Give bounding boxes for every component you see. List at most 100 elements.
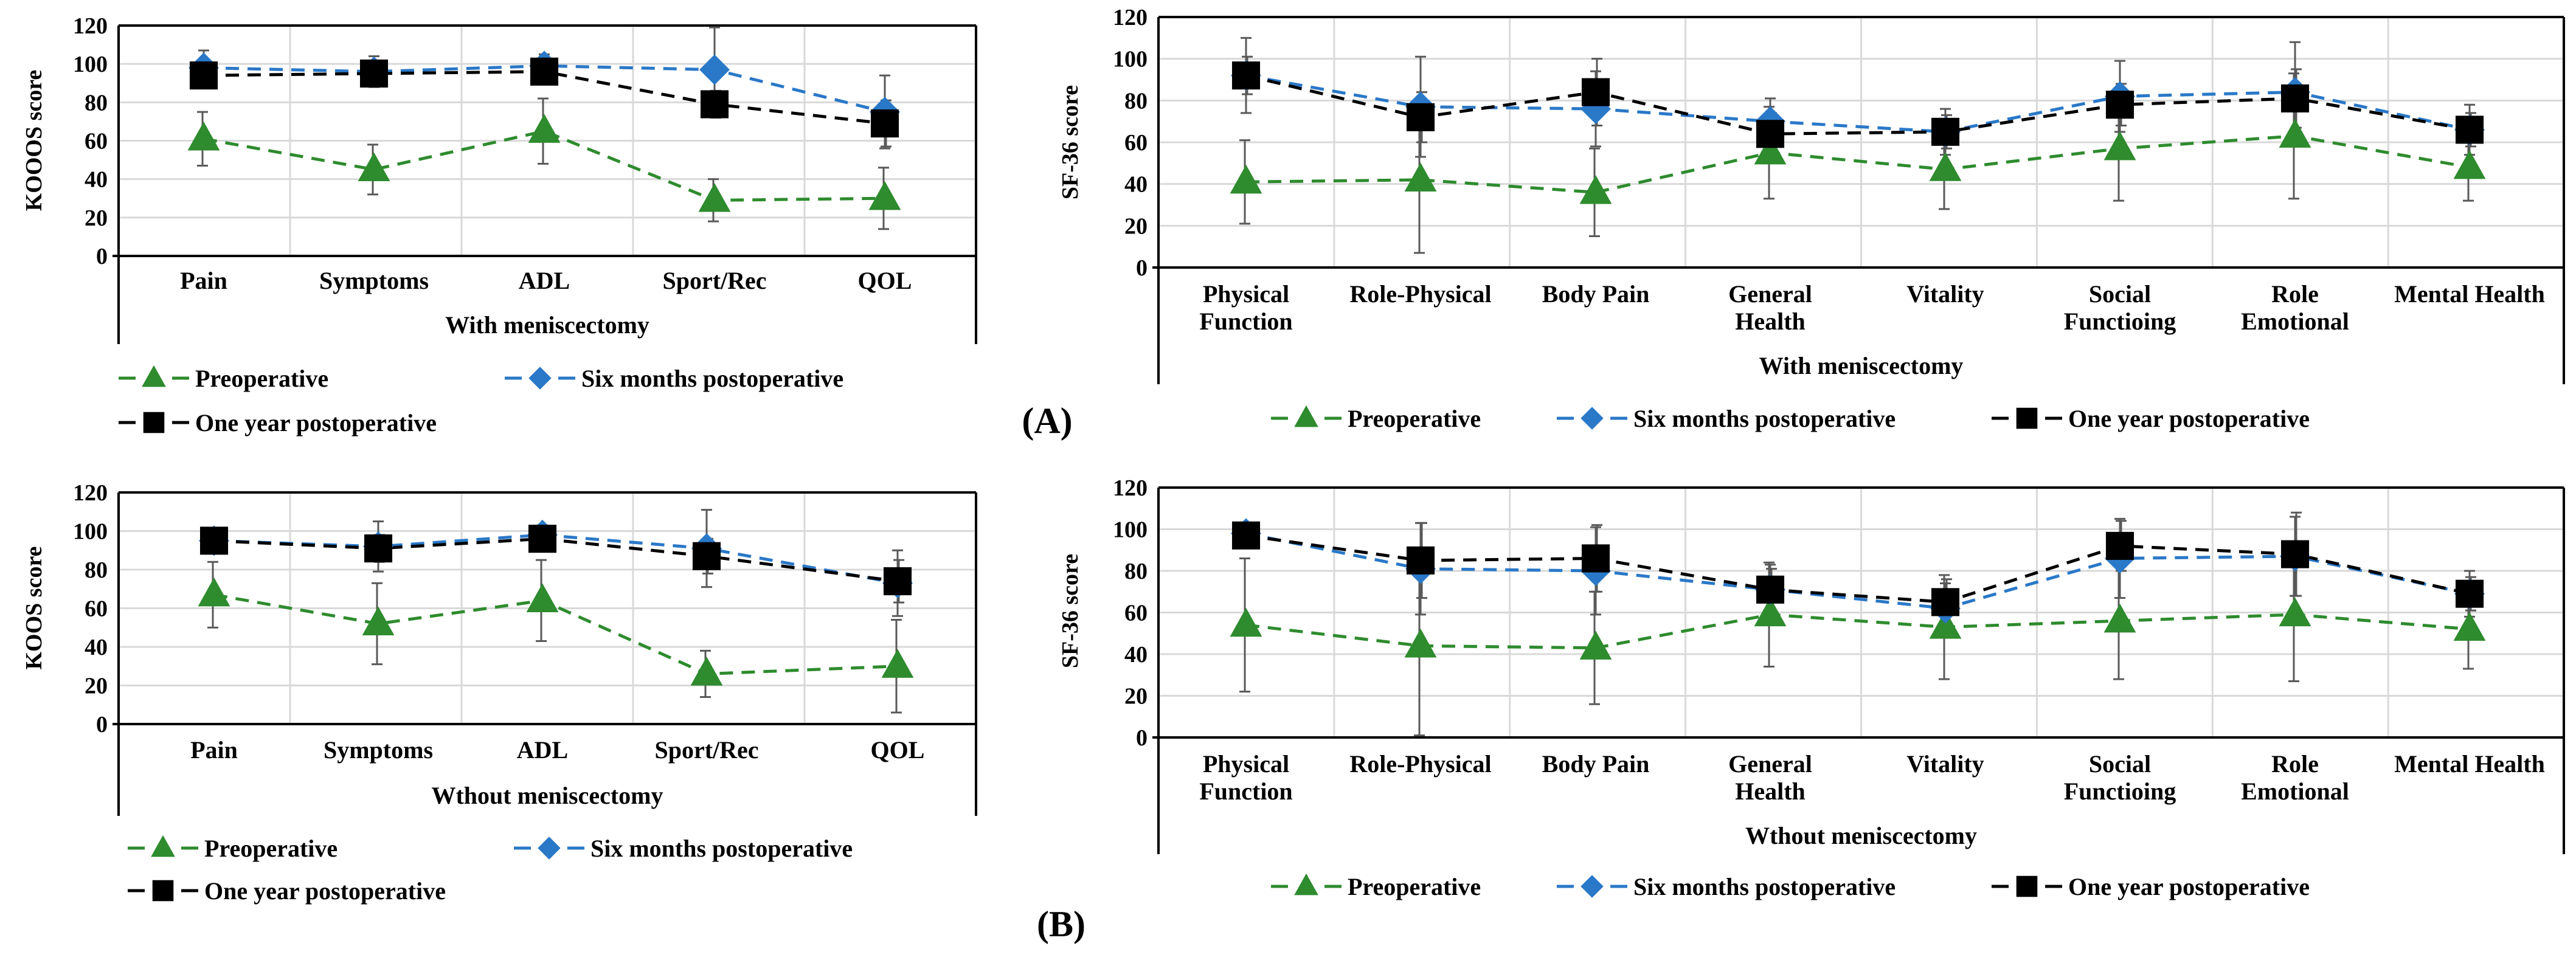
y-tick-label: 40 (85, 167, 108, 193)
legends: Preoperative Six months postoperative One … (119, 365, 2310, 905)
y-tick-label: 120 (1113, 5, 1148, 30)
legend-label-six: Six months postoperative (590, 835, 853, 862)
square-marker-icon (152, 880, 174, 902)
triangle-marker-icon (151, 835, 175, 857)
data-point-pre (2279, 597, 2311, 627)
data-point-pre (358, 152, 390, 182)
legend-label-pre: Preoperative (1348, 873, 1481, 900)
y-tick-label: 20 (85, 674, 108, 699)
legend-label-pre: Preoperative (195, 365, 328, 392)
series-line-one (1245, 74, 2470, 136)
data-point-six (699, 54, 730, 85)
y-tick-label: 60 (1124, 130, 1148, 156)
data-point-one (2280, 540, 2310, 568)
x-category-label: ADL (519, 267, 570, 294)
data-point-pre (2453, 150, 2486, 179)
legend-label-one: One year postoperative (195, 409, 437, 437)
chart-b-sf36: 0 20 40 60 80 100 120 Physical Function Role-Phys… (1058, 475, 2565, 854)
data-point-pre (698, 183, 731, 212)
panel-label-b: (B) (1037, 904, 1085, 944)
series-line-pre (213, 593, 898, 675)
data-point-one (2105, 531, 2135, 560)
x-category-label: General Health (1728, 280, 1812, 335)
series-line-six (1245, 74, 2470, 134)
data-point-pre (362, 606, 395, 636)
data-point-one (189, 61, 218, 90)
data-point-one (1406, 103, 1435, 131)
legend-item-six: Six months postoperative (1557, 873, 1896, 900)
y-tick-label: 80 (85, 90, 108, 116)
data-point-pre (1230, 607, 1262, 637)
square-marker-icon (2016, 875, 2038, 897)
y-tick-label: 0 (1136, 725, 1148, 751)
x-category-label: Pain (190, 736, 238, 764)
legend-item-six: Six months postoperative (1557, 405, 1896, 432)
x-category-label: Vitality (1906, 280, 1984, 308)
data-point-one (700, 90, 729, 119)
data-point-one (359, 59, 389, 88)
legend-label-one: One year postoperative (2068, 405, 2310, 432)
data-point-one (1231, 61, 1261, 90)
series-line-six (1245, 531, 2470, 610)
legend-label-six: Six months postoperative (581, 365, 843, 392)
x-category-label: Role Emotional (2241, 280, 2349, 335)
data-point-one (2455, 579, 2484, 608)
x-axis-title: Wthout meniscectomy (1745, 822, 1977, 849)
legend-item-pre: Preoperative (128, 835, 338, 862)
legend-item-one: One year postoperative (119, 409, 437, 437)
diamond-marker-icon (1581, 407, 1604, 430)
square-marker-icon (143, 412, 165, 433)
data-point-one (692, 542, 721, 570)
y-tick-label: 40 (1124, 642, 1148, 668)
x-category-label: Symptoms (319, 267, 429, 294)
y-tick-label: 120 (73, 13, 108, 39)
x-category-label: General Health (1728, 750, 1812, 805)
y-axis-title: KOOOS score (21, 70, 47, 212)
data-point-pre (690, 657, 723, 686)
data-point-one (2105, 91, 2135, 119)
data-point-pre (2279, 119, 2311, 148)
data-point-one (1931, 588, 1960, 616)
data-point-pre (187, 122, 220, 151)
y-tick-label: 0 (96, 244, 108, 269)
x-axis-title: With meniscectomy (445, 311, 649, 339)
x-category-label: Mental Health (2394, 280, 2545, 308)
series-line-pre (1245, 134, 2470, 194)
y-tick-label: 120 (1113, 475, 1148, 501)
series-line-one (1245, 534, 2470, 604)
legend-label-six: Six months postoperative (1633, 405, 1896, 432)
diamond-marker-icon (1581, 875, 1604, 898)
data-point-pre (868, 181, 901, 210)
y-tick-label: 80 (1124, 88, 1148, 114)
data-point-pre (2103, 603, 2136, 633)
legend-label-one: One year postoperative (204, 877, 446, 905)
y-tick-label: 20 (1124, 213, 1148, 239)
data-point-one (2455, 116, 2484, 144)
square-marker-icon (2016, 407, 2038, 429)
legend-label-pre: Preoperative (204, 835, 338, 862)
data-point-one (1931, 117, 1960, 146)
data-point-one (2280, 84, 2310, 112)
legend-label-pre: Preoperative (1348, 405, 1481, 432)
y-tick-label: 100 (73, 52, 108, 77)
x-category-label: QOL (871, 736, 925, 764)
chart-a-sf36: 0 20 40 60 80 100 120 Physical Function Role-Phys… (1058, 5, 2565, 384)
data-point-pre (1404, 629, 1437, 658)
data-point-one (883, 567, 912, 596)
triangle-marker-icon (1294, 405, 1318, 427)
data-point-pre (881, 649, 914, 678)
x-category-label: Vitality (1906, 750, 1984, 778)
y-tick-label: 100 (1113, 47, 1148, 72)
data-point-one (530, 57, 559, 86)
data-point-one (528, 525, 557, 553)
x-category-label: Body Pain (1542, 280, 1650, 308)
diamond-marker-icon (528, 367, 552, 390)
legend-item-one: One year postoperative (128, 877, 446, 905)
data-point-pre (1754, 597, 1787, 627)
legend-item-one: One year postoperative (1992, 405, 2310, 432)
x-category-label: Role-Physical (1349, 750, 1491, 778)
data-point-pre (1929, 610, 1962, 639)
x-category-label: Role Emotional (2241, 750, 2349, 805)
y-tick-label: 100 (73, 519, 108, 545)
